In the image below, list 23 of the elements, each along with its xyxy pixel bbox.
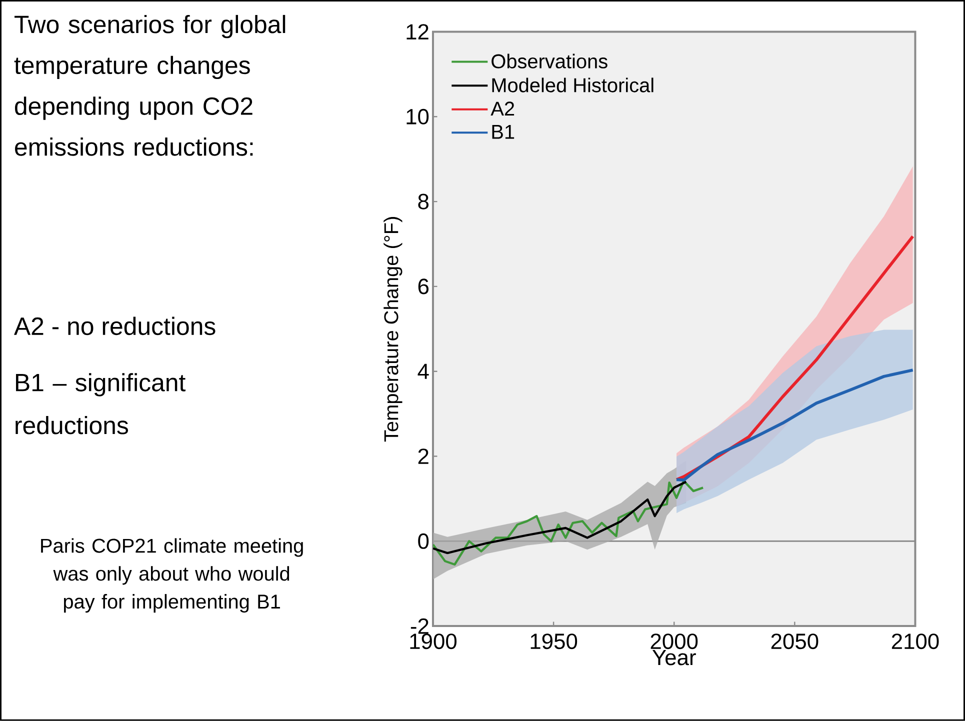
y-axis-title: Temperature Change (°F) — [384, 217, 402, 442]
legend-label: Modeled Historical — [492, 78, 654, 92]
y-tick-label: 10 — [406, 108, 429, 124]
x-tick-label: 1900 — [410, 634, 457, 650]
y-tick-label: 6 — [418, 278, 429, 294]
y-tick-label: 2 — [418, 448, 428, 464]
y-tick-label: -2 — [410, 618, 428, 634]
x-tick-label: 2100 — [892, 634, 939, 650]
y-tick-label: 0 — [418, 533, 429, 549]
text: Two scenarios for global temperature changes depending upon CO2 emissions reductions: — [14, 15, 286, 156]
y-tick-label: 4 — [418, 364, 429, 379]
y-tick-label: 12 — [406, 24, 428, 40]
legend-label: A2 — [490, 102, 514, 116]
text: B1 – significant reductions — [16, 373, 186, 434]
y-tick-label: 8 — [418, 194, 429, 210]
x-tick-label: 1950 — [530, 634, 578, 650]
x-tick-label: 2050 — [771, 634, 818, 650]
text: Paris COP21 climate meeting was only about who would pay for implementing B1 — [41, 538, 303, 613]
x-tick-label: 2000 — [650, 634, 698, 650]
x-axis-title: Year — [652, 650, 696, 666]
legend-label: B1 — [492, 125, 514, 139]
legend-label: Observations — [492, 54, 608, 68]
text: A2 - no reductions — [14, 316, 216, 336]
